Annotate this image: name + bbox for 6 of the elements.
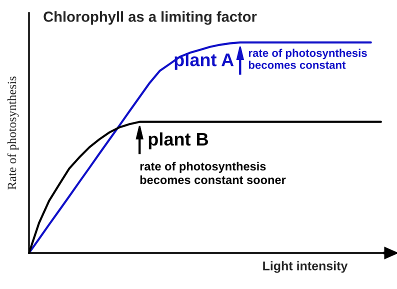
x-axis-title: Light intensity [263,261,348,273]
legend-label: plant B [148,132,208,150]
annotation: rate of photosynthesis becomes constant [248,48,367,69]
annotation: rate of photosynthesis becomes constant sooner [140,162,286,184]
chart-title: Chlorophyll as a limiting factor [44,11,257,25]
y-axis-title: Rate of photosynthesis [7,76,19,190]
